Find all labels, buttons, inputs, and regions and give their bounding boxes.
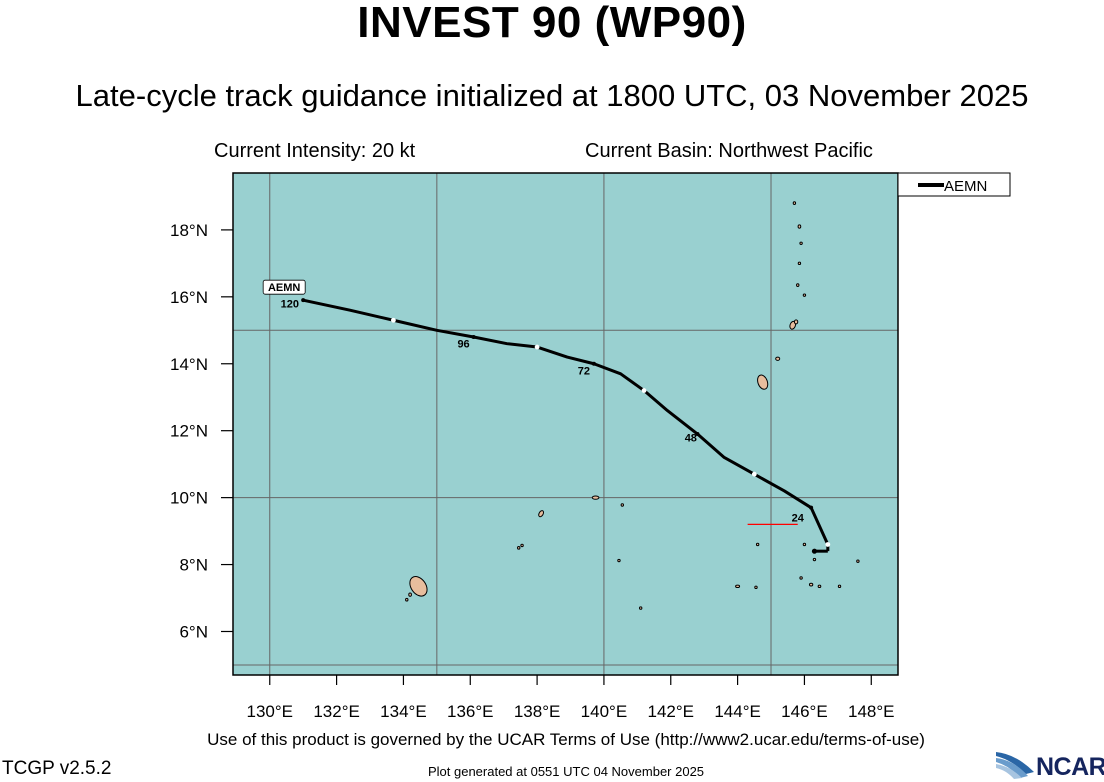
ncar-logo-icon — [996, 752, 1034, 779]
page-subtitle: Late-cycle track guidance initialized at… — [75, 78, 1029, 113]
terms-of-use: Use of this product is governed by the U… — [207, 730, 925, 749]
x-tick-label: 132°E — [313, 702, 360, 721]
island — [797, 224, 802, 229]
y-tick-label: 8°N — [179, 556, 208, 575]
y-tick-label: 14°N — [170, 355, 208, 374]
track-point — [695, 432, 700, 437]
island — [520, 543, 524, 548]
ncar-logo-text: NCAR — [1036, 753, 1104, 781]
forecast-hour-label: 96 — [457, 339, 469, 351]
island — [802, 293, 807, 297]
island — [735, 584, 741, 589]
y-tick-label: 10°N — [170, 489, 208, 508]
island — [817, 584, 822, 589]
legend-box — [897, 172, 1011, 197]
island — [517, 545, 521, 550]
current-intensity: Current Intensity: 20 kt — [214, 140, 416, 162]
track-point-marker — [641, 388, 647, 393]
track-point — [301, 298, 306, 303]
island — [755, 542, 760, 547]
island — [638, 606, 643, 610]
island — [754, 585, 758, 590]
island — [409, 576, 428, 597]
track-point-marker — [751, 471, 757, 477]
initial-point — [811, 548, 818, 554]
y-tick-label: 6°N — [179, 622, 208, 641]
track-line-aemn — [302, 298, 830, 552]
forecast-hour-label: 24 — [792, 513, 805, 525]
version-label: TCGP v2.5.2 — [2, 758, 112, 779]
ocean-background — [233, 173, 898, 675]
island — [620, 503, 625, 507]
island — [617, 558, 621, 563]
island — [802, 542, 807, 547]
island — [797, 261, 802, 266]
island — [799, 241, 803, 245]
island — [795, 168, 797, 170]
x-tick-label: 148°E — [848, 702, 895, 721]
island — [757, 374, 769, 390]
page-title: INVEST 90 (WP90) — [357, 0, 747, 47]
island — [793, 319, 799, 325]
track-end-label-box — [262, 279, 306, 295]
island — [796, 283, 800, 287]
track-point-marker — [825, 542, 831, 547]
island — [856, 559, 860, 563]
y-tick-label: 16°N — [170, 288, 208, 307]
land-features — [405, 168, 860, 610]
x-tick-label: 130°E — [247, 702, 294, 721]
x-tick-label: 140°E — [581, 702, 628, 721]
forecast-hour-label: 120 — [281, 299, 299, 311]
island — [405, 597, 409, 602]
x-tick-label: 134°E — [380, 702, 427, 721]
forecast-hour-label: 48 — [685, 432, 697, 444]
axes: 130°E 132°E 134°E 136°E 138°E 140°E 142°E 144°E… — [170, 221, 895, 721]
island — [799, 576, 803, 580]
island — [408, 592, 412, 597]
track-point-marker — [391, 317, 396, 323]
island — [792, 201, 797, 205]
track-point — [591, 361, 596, 366]
island — [591, 495, 600, 500]
island — [812, 557, 817, 562]
track-layer: 24 48 72 96 120 AEMN — [262, 279, 831, 554]
forecast-hour-label: 72 — [578, 365, 590, 377]
island — [775, 356, 781, 361]
y-tick-label: 12°N — [170, 422, 208, 441]
track-end-label: AEMN — [268, 282, 300, 294]
legend-label-aemn: AEMN — [944, 178, 987, 195]
gridlines — [233, 173, 898, 675]
island — [808, 582, 814, 587]
x-tick-label: 144°E — [714, 702, 761, 721]
x-tick-label: 142°E — [648, 702, 695, 721]
track-point — [471, 334, 476, 339]
track-point-marker — [534, 344, 540, 350]
generated-timestamp: Plot generated at 0551 UTC 04 November 2… — [427, 764, 705, 779]
x-tick-label: 146°E — [781, 702, 828, 721]
island — [538, 510, 545, 518]
plot-frame — [232, 172, 899, 676]
track-point — [809, 505, 814, 510]
x-tick-label: 138°E — [514, 702, 561, 721]
island — [837, 584, 842, 589]
y-tick-label: 18°N — [170, 221, 208, 240]
current-basin: Current Basin: Northwest Pacific — [585, 140, 873, 162]
legend: AEMN — [897, 172, 1011, 197]
x-tick-label: 136°E — [447, 702, 494, 721]
